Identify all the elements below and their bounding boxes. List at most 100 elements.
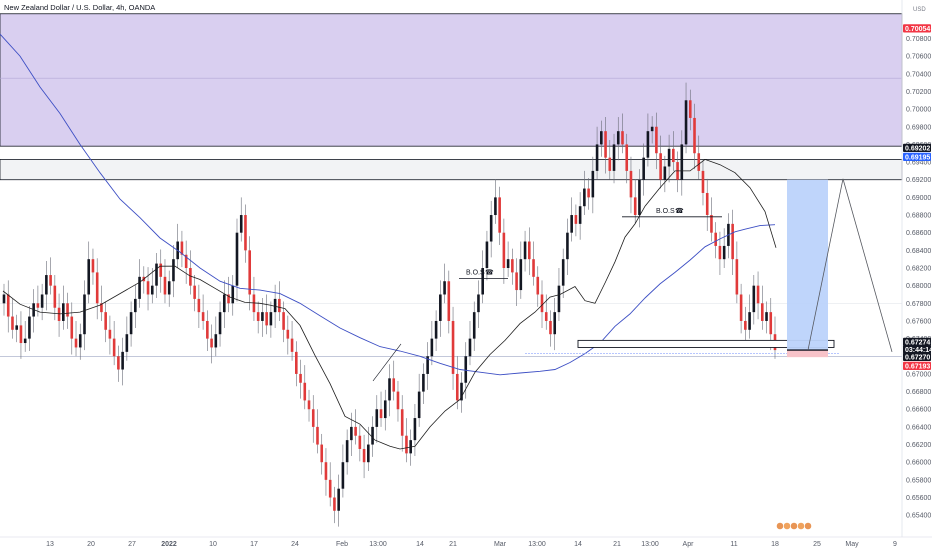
candle bbox=[36, 303, 40, 308]
candle bbox=[134, 298, 137, 313]
time-tick-label: 21 bbox=[613, 541, 621, 548]
symbol-title: New Zealand Dollar / U.S. Dollar, 4h, OA… bbox=[4, 3, 156, 12]
candle bbox=[222, 294, 226, 313]
event-flag-icon[interactable] bbox=[776, 522, 784, 530]
price-tag-label: 0.67193 bbox=[905, 364, 930, 371]
candle bbox=[655, 126, 658, 154]
candle bbox=[146, 281, 150, 295]
candle bbox=[117, 356, 120, 370]
candle bbox=[383, 400, 387, 419]
candle bbox=[227, 294, 230, 304]
candle bbox=[210, 338, 213, 348]
candle bbox=[638, 179, 641, 216]
candle bbox=[341, 462, 345, 489]
candle bbox=[286, 329, 290, 339]
time-tick-label: 9 bbox=[893, 541, 897, 548]
candle bbox=[498, 197, 501, 233]
candle bbox=[180, 241, 184, 255]
candle bbox=[595, 144, 599, 171]
time-tick-label: 13:00 bbox=[528, 541, 546, 548]
event-flag-icon[interactable] bbox=[797, 522, 805, 530]
candle bbox=[502, 232, 506, 268]
candle bbox=[269, 312, 273, 326]
candle bbox=[70, 316, 74, 339]
price-tick-label: 0.70000 bbox=[906, 107, 931, 114]
candle bbox=[74, 338, 78, 348]
bos-label: B.O.S bbox=[466, 270, 485, 277]
price-tag[interactable]: 0.67193 bbox=[903, 361, 931, 371]
long-position-target-area[interactable] bbox=[787, 179, 828, 351]
price-tick-label: 0.65400 bbox=[906, 513, 931, 520]
price-tag[interactable]: 03:44:14 bbox=[903, 345, 932, 354]
candle bbox=[159, 263, 163, 277]
candle bbox=[600, 131, 603, 145]
candle bbox=[612, 144, 616, 171]
price-tag-label: 0.67274 bbox=[905, 340, 930, 347]
candle bbox=[659, 153, 662, 180]
candle bbox=[11, 316, 14, 330]
event-flag-icon[interactable] bbox=[790, 522, 798, 530]
price-tag-bg bbox=[903, 345, 931, 354]
candle bbox=[722, 245, 726, 260]
candle bbox=[578, 206, 582, 224]
support-zone[interactable] bbox=[577, 339, 835, 348]
candle bbox=[333, 497, 336, 511]
candle bbox=[100, 303, 103, 313]
price-tag[interactable]: 0.69202 bbox=[903, 143, 931, 153]
long-position-stop-area[interactable] bbox=[787, 350, 828, 358]
candle bbox=[549, 320, 552, 335]
candle bbox=[125, 334, 129, 352]
time-tick-label: 13 bbox=[46, 541, 54, 548]
candle bbox=[455, 373, 459, 401]
candle bbox=[422, 373, 425, 392]
price-tag-label: 03:44:14 bbox=[905, 347, 932, 354]
price-tick-label: 0.66400 bbox=[906, 424, 931, 431]
candle bbox=[303, 382, 307, 401]
candle bbox=[413, 418, 417, 441]
candle bbox=[688, 100, 692, 118]
price-tick-label: 0.66800 bbox=[906, 389, 931, 396]
candle bbox=[66, 303, 69, 317]
price-tick-label: 0.68400 bbox=[906, 248, 931, 255]
price-tick-label: 0.68600 bbox=[906, 230, 931, 237]
candle bbox=[650, 126, 654, 132]
price-tag-bg bbox=[903, 352, 931, 361]
candle bbox=[193, 285, 196, 299]
time-tick-label: 17 bbox=[250, 541, 258, 548]
bos-label: B.O.S bbox=[656, 208, 675, 215]
candle bbox=[235, 232, 239, 286]
price-tick-label: 0.70600 bbox=[906, 54, 931, 61]
candle bbox=[328, 479, 332, 498]
price-tag[interactable]: 0.67274 bbox=[903, 337, 931, 347]
candle bbox=[49, 275, 52, 286]
resistance-zone[interactable] bbox=[0, 159, 903, 181]
price-tag[interactable]: 0.69195 bbox=[903, 152, 931, 162]
projection-path[interactable] bbox=[807, 178, 893, 352]
candle bbox=[278, 298, 281, 313]
price-tag-bg bbox=[903, 337, 931, 346]
price-tick-label: 0.70200 bbox=[906, 89, 931, 96]
price-tick-label: 0.69000 bbox=[906, 195, 931, 202]
candle bbox=[527, 241, 531, 260]
ma-slow-line[interactable] bbox=[0, 33, 776, 376]
bos-annotation-2[interactable]: B.O.S ☎ bbox=[622, 207, 722, 218]
price-tag[interactable]: 0.67270 bbox=[903, 352, 931, 362]
time-tick-label: May bbox=[845, 541, 859, 548]
supply-zone[interactable] bbox=[0, 13, 903, 147]
price-tag[interactable]: 0.70054 bbox=[903, 24, 931, 33]
candle bbox=[663, 166, 667, 180]
candle bbox=[367, 444, 370, 463]
bos-annotation-1[interactable]: B.O.S ☎ bbox=[459, 269, 508, 279]
event-flag-icon[interactable] bbox=[804, 522, 812, 530]
ma-fast-line[interactable] bbox=[2, 158, 777, 450]
candle bbox=[91, 259, 95, 273]
candle bbox=[697, 153, 701, 171]
candle bbox=[447, 281, 451, 321]
candle bbox=[350, 426, 353, 441]
event-flag-icon[interactable] bbox=[783, 522, 791, 530]
candle bbox=[540, 294, 544, 313]
candle bbox=[290, 338, 294, 352]
phone-icon: ☎ bbox=[485, 269, 494, 277]
candle bbox=[583, 188, 586, 207]
